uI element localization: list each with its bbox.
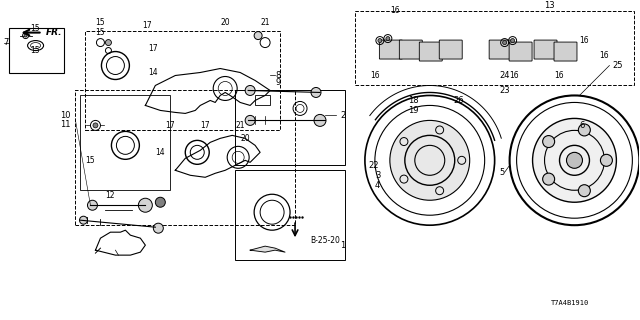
- FancyBboxPatch shape: [509, 42, 532, 61]
- Text: 14: 14: [148, 68, 158, 77]
- Text: 15: 15: [95, 18, 105, 27]
- Text: 8: 8: [275, 71, 280, 80]
- Text: 17: 17: [148, 44, 158, 53]
- Text: 16: 16: [554, 71, 564, 80]
- Text: 16: 16: [370, 71, 380, 80]
- FancyBboxPatch shape: [489, 40, 512, 59]
- Text: FR.: FR.: [45, 28, 62, 37]
- Circle shape: [254, 32, 262, 40]
- Text: 12: 12: [106, 191, 115, 200]
- Bar: [255, 95, 270, 105]
- Circle shape: [311, 87, 321, 98]
- Circle shape: [600, 154, 612, 166]
- Text: 16: 16: [600, 51, 609, 60]
- Circle shape: [79, 216, 88, 224]
- FancyBboxPatch shape: [534, 40, 557, 59]
- Text: 20: 20: [220, 18, 230, 27]
- FancyBboxPatch shape: [554, 42, 577, 61]
- Text: 25: 25: [612, 61, 623, 70]
- Text: 14: 14: [156, 148, 165, 157]
- Bar: [355, 11, 634, 85]
- Text: 15: 15: [31, 24, 40, 33]
- Circle shape: [154, 223, 163, 233]
- Circle shape: [390, 120, 470, 200]
- Text: 15: 15: [31, 46, 40, 55]
- Circle shape: [93, 123, 98, 128]
- Bar: [8, 28, 63, 73]
- Text: 2: 2: [340, 111, 345, 120]
- Circle shape: [156, 197, 165, 207]
- Circle shape: [378, 39, 382, 43]
- FancyBboxPatch shape: [380, 40, 403, 59]
- Text: 17: 17: [142, 21, 152, 30]
- FancyBboxPatch shape: [419, 42, 442, 61]
- Text: 23: 23: [500, 86, 510, 95]
- Circle shape: [386, 36, 390, 41]
- Text: 10: 10: [60, 111, 70, 120]
- Text: 18: 18: [408, 96, 419, 105]
- Bar: [76, 91, 295, 225]
- Text: 15: 15: [95, 28, 105, 37]
- Text: 4: 4: [375, 181, 380, 190]
- Text: 13: 13: [545, 1, 555, 10]
- Circle shape: [138, 198, 152, 212]
- Circle shape: [88, 200, 97, 210]
- Text: 9: 9: [275, 78, 280, 87]
- Text: 21: 21: [235, 121, 244, 130]
- Text: 22: 22: [368, 161, 378, 170]
- Text: 24: 24: [500, 71, 510, 80]
- Circle shape: [24, 34, 27, 37]
- Bar: [235, 170, 345, 260]
- Text: 15: 15: [86, 156, 95, 165]
- Bar: [235, 91, 345, 165]
- Text: 17: 17: [165, 121, 175, 130]
- Text: 16: 16: [579, 36, 589, 45]
- Text: 1: 1: [340, 241, 345, 250]
- Text: T7A4B1910: T7A4B1910: [551, 300, 589, 306]
- Text: 20: 20: [240, 134, 250, 143]
- Circle shape: [532, 118, 616, 202]
- Circle shape: [245, 116, 255, 125]
- FancyBboxPatch shape: [439, 40, 462, 59]
- Circle shape: [579, 185, 590, 197]
- Text: 16: 16: [509, 71, 519, 80]
- Text: 19: 19: [408, 106, 419, 115]
- FancyBboxPatch shape: [399, 40, 422, 59]
- Circle shape: [543, 173, 555, 185]
- Circle shape: [511, 39, 515, 43]
- Text: B-25-20: B-25-20: [310, 236, 340, 245]
- Circle shape: [579, 124, 590, 136]
- Text: 11: 11: [60, 120, 70, 129]
- Circle shape: [566, 152, 582, 168]
- Text: 16: 16: [390, 6, 399, 15]
- Circle shape: [314, 115, 326, 126]
- Bar: [81, 95, 170, 190]
- Circle shape: [543, 136, 555, 148]
- Text: 5: 5: [500, 168, 505, 177]
- Circle shape: [502, 41, 507, 44]
- Text: 6: 6: [579, 121, 585, 130]
- Text: 21: 21: [260, 18, 269, 27]
- Circle shape: [106, 40, 111, 45]
- Text: 3: 3: [375, 171, 380, 180]
- Polygon shape: [250, 246, 285, 252]
- Text: 7: 7: [4, 38, 9, 47]
- Text: 17: 17: [200, 121, 210, 130]
- Circle shape: [245, 85, 255, 95]
- Text: 26: 26: [454, 96, 465, 105]
- Bar: [86, 31, 280, 130]
